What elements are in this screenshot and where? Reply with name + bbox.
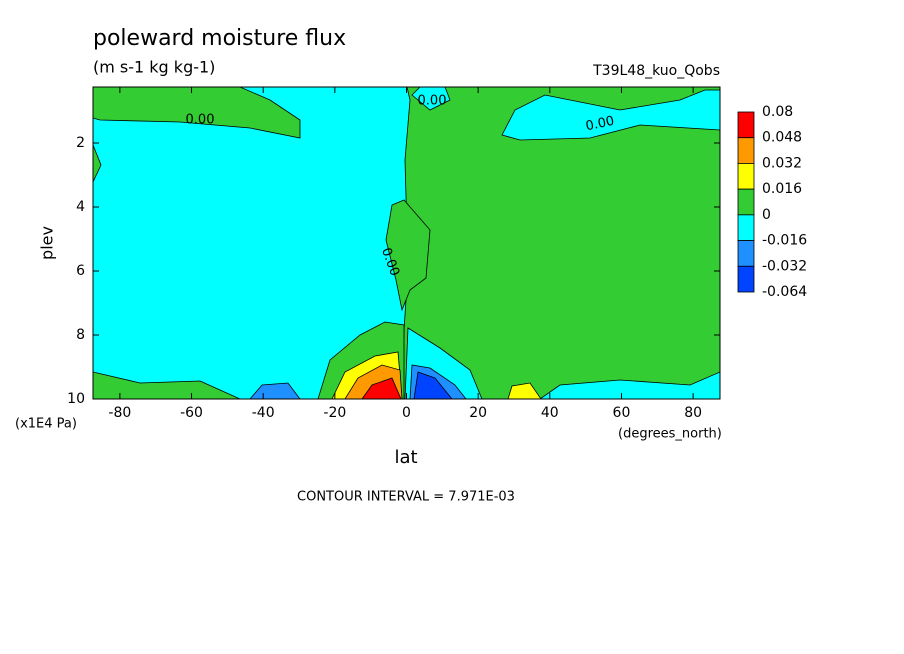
chart-title: poleward moisture flux [93, 26, 346, 51]
contour-region [507, 382, 542, 399]
contour-label: 0.00 [418, 94, 447, 109]
colorbar-box [737, 137, 755, 164]
colorbar-box [737, 265, 755, 293]
y-tick-label: 4 [76, 199, 85, 215]
colorbar-box [737, 240, 755, 267]
y-tick-label: 6 [76, 263, 85, 279]
y-units: (x1E4 Pa) [15, 417, 77, 432]
x-tick-label: 60 [613, 405, 631, 421]
contour-region [361, 377, 402, 399]
footnote: CONTOUR INTERVAL = 7.971E-03 [297, 490, 515, 505]
colorbar-label: -0.064 [762, 284, 807, 300]
x-tick-label: -60 [180, 405, 203, 421]
x-tick-label: 0 [402, 405, 411, 421]
contour-region [385, 199, 431, 312]
contour-region [413, 371, 453, 399]
contour-region [539, 371, 720, 399]
contour-label: 0.00 [584, 114, 615, 135]
y-tick-label: 10 [67, 391, 85, 407]
colorbar-box [737, 163, 755, 190]
y-axis-label: plev [38, 226, 57, 260]
x-tick-label: -80 [108, 405, 131, 421]
y-tick-label: 8 [76, 327, 85, 343]
colorbar-box [737, 111, 755, 139]
contour-region [249, 382, 301, 399]
colorbar-label: 0.032 [762, 155, 802, 171]
plot-area [93, 87, 720, 399]
x-units: (degrees_north) [618, 427, 722, 442]
colorbar-box [737, 214, 755, 241]
colorbar-label: -0.032 [762, 258, 807, 274]
x-tick-label: -40 [252, 405, 275, 421]
colorbar-label: -0.016 [762, 233, 807, 249]
dataset-label: T39L48_kuo_Qobs [592, 63, 720, 79]
colorbar-box [737, 188, 755, 216]
x-tick-label: 20 [469, 405, 487, 421]
colorbar-label: 0.08 [762, 104, 793, 120]
chart-subtitle: (m s-1 kg kg-1) [93, 58, 215, 77]
contour-region [93, 87, 301, 139]
x-tick-label: -20 [323, 405, 346, 421]
colorbar-label: 0 [762, 207, 771, 223]
contour-region [93, 144, 102, 183]
colorbar-label: 0.048 [762, 130, 802, 146]
x-axis-label: lat [394, 447, 417, 468]
contour-region [411, 87, 451, 111]
contour-region [501, 89, 720, 141]
x-tick-label: 40 [541, 405, 559, 421]
contour-region [93, 371, 241, 399]
contour-label: 0.00 [186, 113, 215, 128]
y-tick-label: 2 [76, 135, 85, 151]
x-tick-label: 80 [684, 405, 702, 421]
colorbar-label: 0.016 [762, 181, 802, 197]
